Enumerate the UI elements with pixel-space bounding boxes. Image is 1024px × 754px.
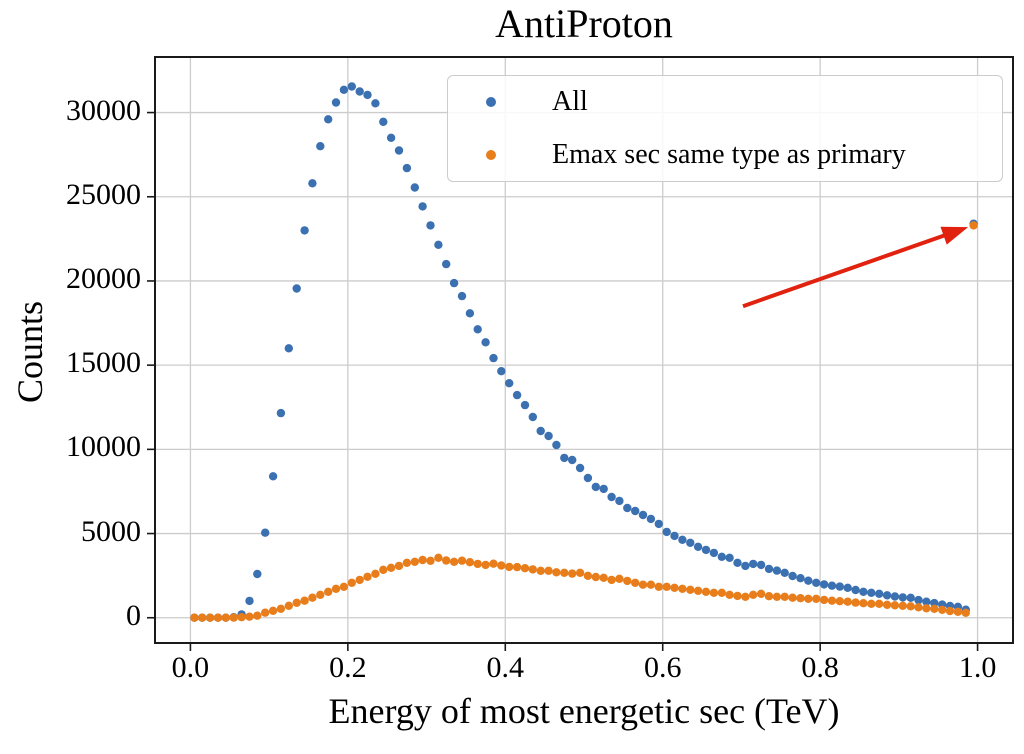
x-tick-label: 0.8 bbox=[801, 651, 839, 684]
x-tick-label: 1.0 bbox=[958, 651, 997, 684]
chart-title: AntiProton bbox=[495, 1, 673, 46]
y-tick-label: 0 bbox=[126, 598, 141, 632]
legend: All Emax sec same type as primary bbox=[447, 75, 1003, 182]
x-axis-label: Energy of most energetic sec (TeV) bbox=[328, 691, 840, 731]
x-tick-label: 0.2 bbox=[329, 651, 367, 684]
y-tick-label: 30000 bbox=[66, 93, 141, 127]
legend-label-emax: Emax sec same type as primary bbox=[552, 138, 906, 170]
legend-item-emax: Emax sec same type as primary bbox=[448, 129, 1002, 182]
y-tick-label: 20000 bbox=[66, 261, 141, 295]
x-tick-label: 0.4 bbox=[486, 651, 525, 684]
legend-marker-emax-icon bbox=[486, 149, 496, 160]
x-tick-label: 0.6 bbox=[643, 651, 682, 684]
y-tick-label: 15000 bbox=[66, 346, 141, 380]
legend-marker-all-icon bbox=[486, 97, 496, 108]
legend-label-all: All bbox=[552, 86, 588, 118]
y-tick-label: 5000 bbox=[81, 514, 141, 548]
y-tick-label: 10000 bbox=[66, 430, 141, 464]
y-tick-label: 25000 bbox=[66, 177, 141, 211]
x-tick-label: 0.0 bbox=[171, 651, 210, 684]
legend-item-all: All bbox=[448, 76, 1002, 129]
